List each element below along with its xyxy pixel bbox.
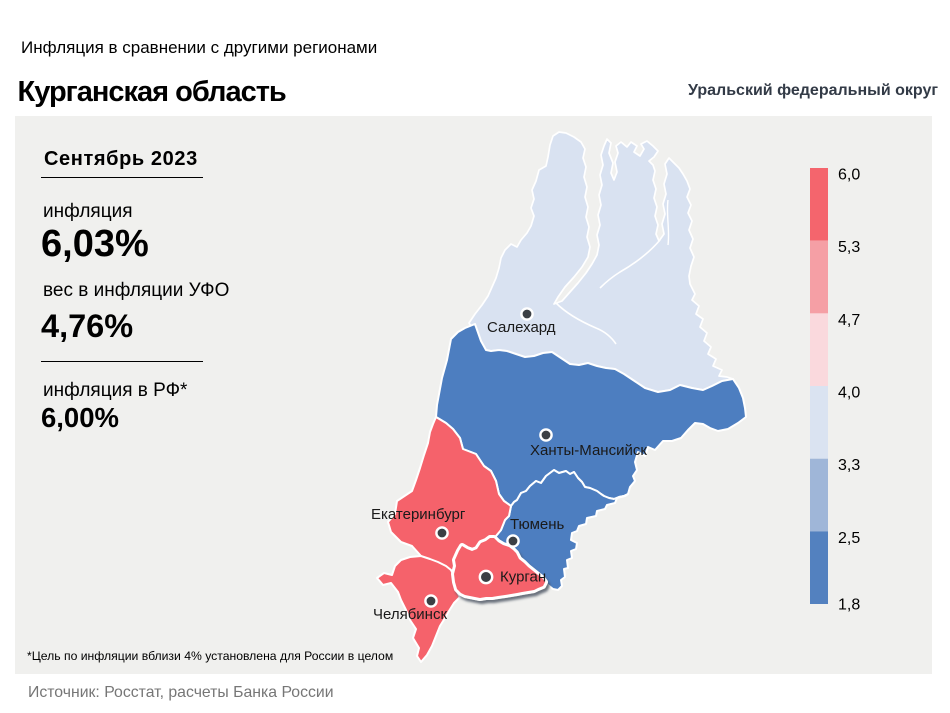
svg-text:4,0: 4,0	[838, 385, 860, 402]
svg-text:4,7: 4,7	[838, 312, 860, 329]
svg-text:Салехард: Салехард	[487, 319, 556, 336]
svg-text:5,3: 5,3	[838, 239, 860, 256]
svg-text:Тюмень: Тюмень	[510, 516, 565, 533]
svg-text:Челябинск: Челябинск	[373, 606, 447, 623]
svg-text:Екатеринбург: Екатеринбург	[371, 506, 466, 523]
svg-text:Курган: Курган	[500, 569, 546, 586]
svg-text:6,0: 6,0	[838, 167, 860, 184]
svg-text:1,8: 1,8	[838, 597, 860, 614]
svg-text:3,3: 3,3	[838, 457, 860, 474]
svg-text:Ханты-Мансийск: Ханты-Мансийск	[530, 442, 647, 459]
svg-text:2,5: 2,5	[838, 530, 860, 547]
